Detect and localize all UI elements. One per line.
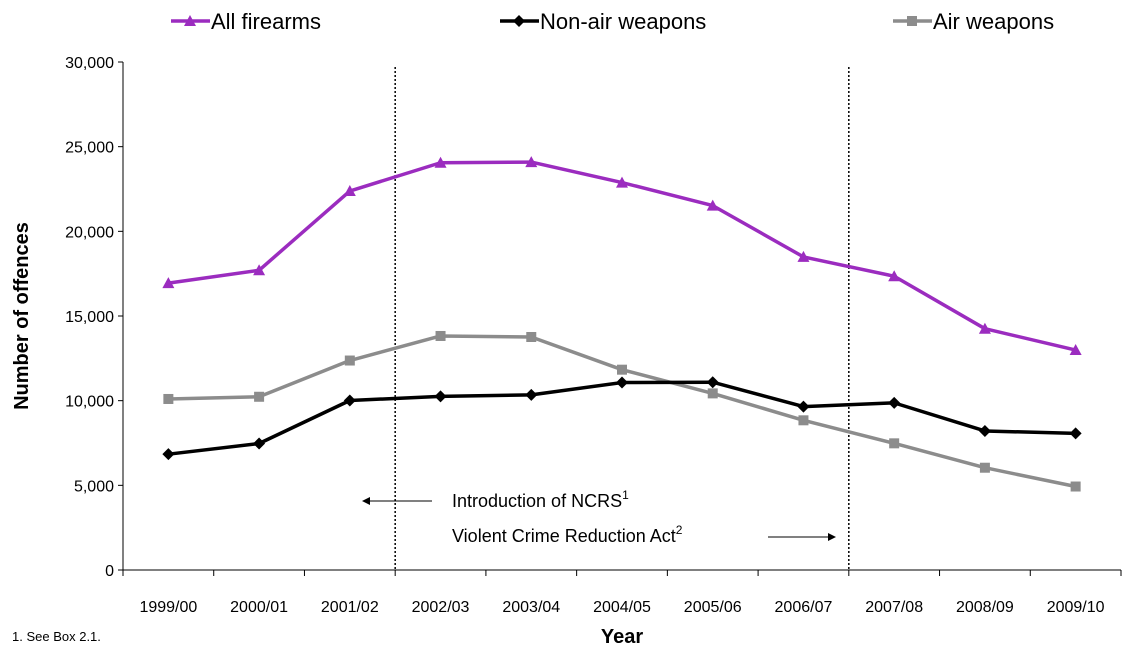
x-tick-label: 2009/10 xyxy=(1047,599,1105,616)
data-point xyxy=(907,16,917,26)
x-tick-label: 1999/00 xyxy=(139,599,197,616)
series-line xyxy=(168,160,1077,352)
x-tick-label: 2008/09 xyxy=(956,599,1014,616)
data-point xyxy=(798,415,809,426)
data-point xyxy=(978,424,991,437)
annotation-vcra: Violent Crime Reduction Act2 xyxy=(452,523,683,546)
y-tick-label: 30,000 xyxy=(65,55,114,72)
y-tick-label: 20,000 xyxy=(65,224,114,241)
series-air-weapons xyxy=(163,330,1081,492)
annotation-ncrs-sup: 1 xyxy=(622,488,629,502)
data-point xyxy=(979,462,990,473)
data-point xyxy=(162,277,175,289)
data-point xyxy=(1069,427,1082,440)
data-point xyxy=(525,156,538,168)
data-point xyxy=(184,15,196,26)
x-tick-label: 2005/06 xyxy=(684,599,742,616)
legend-item: All firearms xyxy=(171,9,321,34)
legend: All firearms Non-air weapons Air weapons xyxy=(171,9,1054,34)
data-point xyxy=(163,393,174,404)
y-tick-label: 15,000 xyxy=(65,309,114,326)
footnote: 1. See Box 2.1. xyxy=(12,629,101,644)
x-tick-label: 2006/07 xyxy=(775,599,833,616)
annotation-ncrs: Introduction of NCRS1 xyxy=(452,488,629,511)
series-line xyxy=(168,334,1076,489)
y-tick-label: 25,000 xyxy=(65,140,114,157)
y-tick-label: 10,000 xyxy=(65,394,114,411)
data-point xyxy=(525,388,538,401)
x-tick-label: 2002/03 xyxy=(412,599,470,616)
data-point xyxy=(617,364,627,375)
x-tick-label: 2004/05 xyxy=(593,599,651,616)
series-group xyxy=(162,156,1082,492)
data-point xyxy=(526,331,537,342)
data-point xyxy=(435,330,446,341)
legend-item: Air weapons xyxy=(893,9,1054,34)
data-point xyxy=(343,394,356,407)
x-tick-label: 2001/02 xyxy=(321,599,379,616)
data-point xyxy=(253,264,266,276)
data-point xyxy=(706,199,719,211)
data-point xyxy=(616,376,628,389)
arrow-left-head xyxy=(362,497,370,505)
data-point xyxy=(162,448,175,461)
legend-item: Non-air weapons xyxy=(500,9,706,34)
data-point xyxy=(797,250,810,262)
data-point xyxy=(706,376,719,389)
data-point xyxy=(889,438,900,449)
data-point xyxy=(1070,481,1081,492)
x-axis-label: Year xyxy=(601,626,643,648)
data-point xyxy=(434,390,447,403)
data-point xyxy=(616,176,628,188)
x-tick-label: 2007/08 xyxy=(865,599,923,616)
annotation-vcra-sup: 2 xyxy=(676,523,683,537)
legend-label: All firearms xyxy=(211,9,321,34)
data-point xyxy=(707,388,718,399)
data-point xyxy=(253,437,266,450)
data-point xyxy=(344,355,355,366)
series-all-firearms xyxy=(162,156,1082,356)
data-point xyxy=(254,391,265,402)
data-point xyxy=(888,396,901,409)
legend-label: Non-air weapons xyxy=(540,9,706,34)
data-point xyxy=(888,270,901,282)
series-non-air-weapons xyxy=(162,376,1082,461)
data-point xyxy=(513,15,525,27)
legend-label: Air weapons xyxy=(933,9,1054,34)
data-point xyxy=(343,185,356,197)
x-tick-label: 2003/04 xyxy=(502,599,560,616)
arrow-right-head xyxy=(828,533,836,541)
y-tick-label: 5,000 xyxy=(74,478,114,495)
data-point xyxy=(797,400,810,413)
data-point xyxy=(1069,344,1082,356)
axes: 0 5,000 10,000 15,000 20,000 25,000 30,000 1999… xyxy=(65,55,1122,616)
data-point xyxy=(978,322,991,334)
series-line xyxy=(168,380,1076,456)
y-tick-label: 0 xyxy=(105,563,114,580)
x-tick-label: 2000/01 xyxy=(230,599,288,616)
data-point xyxy=(434,156,447,168)
annotations: Introduction of NCRS1 Violent Crime Reduc… xyxy=(362,488,836,546)
y-axis-label: Number of offences xyxy=(11,222,33,410)
